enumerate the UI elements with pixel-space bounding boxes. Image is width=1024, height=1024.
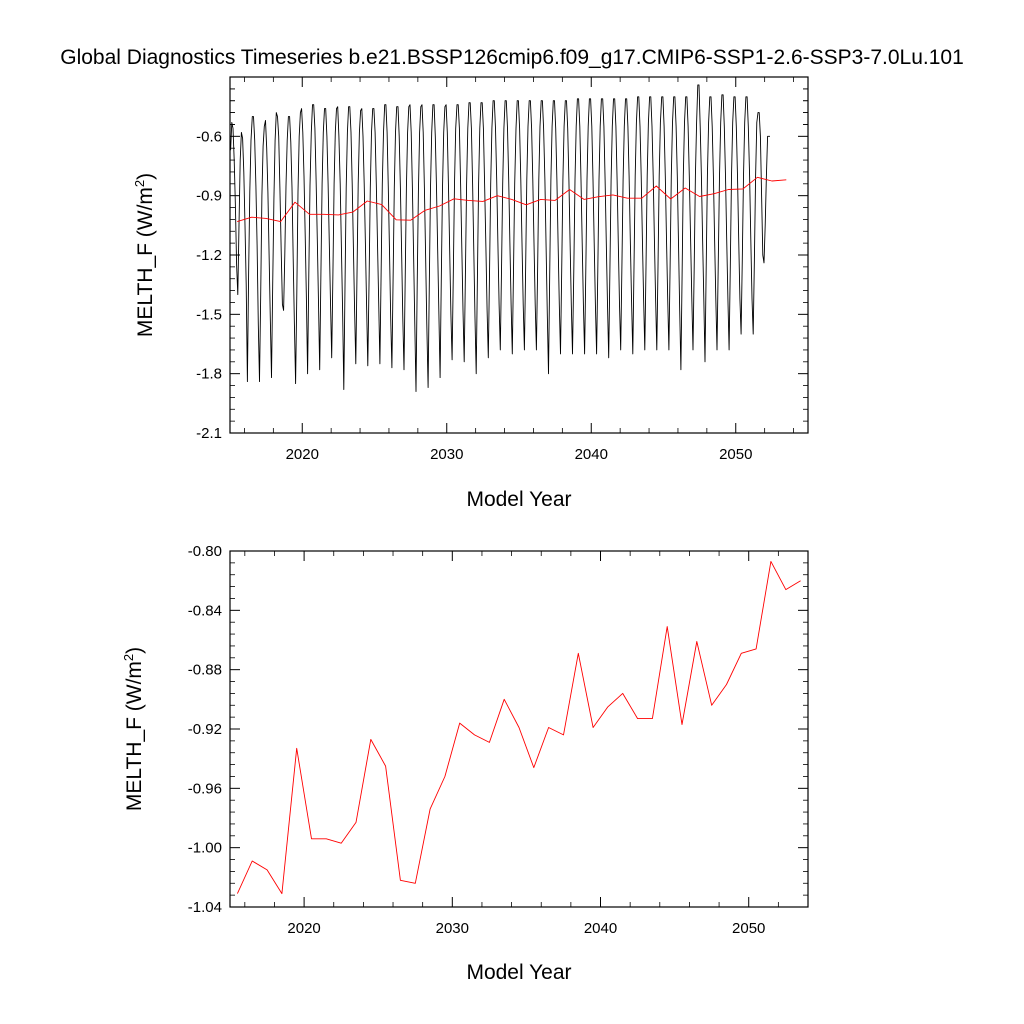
y-tick-label: -0.9: [196, 188, 222, 205]
annual-mean-series-line: [237, 176, 787, 223]
x-tick-label: 2040: [575, 446, 608, 463]
y-tick-label: -1.5: [196, 306, 222, 323]
y-tick-label: -0.88: [188, 662, 222, 679]
y-tick-label: -0.6: [196, 128, 222, 145]
y-tick-label: -1.00: [188, 840, 222, 857]
x-tick-label: 2020: [287, 920, 320, 937]
y-tick-label: -0.96: [188, 780, 222, 797]
annual-mean-series-line: [236, 560, 801, 895]
top-panel-timeseries: 2020 2030 2040 2050 -2.1 -1.8 -1.5 -1.2 -0.9 -0.6…: [132, 76, 809, 511]
y-tick-label: -0.84: [188, 602, 222, 619]
y-tick-label: -1.04: [188, 899, 222, 916]
x-tick-label: 2040: [584, 920, 617, 937]
x-tick-label: 2030: [430, 446, 463, 463]
x-axis-label: Model Year: [466, 961, 571, 984]
y-axis-label: MELTH_F (W/m2): [132, 173, 157, 337]
bottom-panel-annual-mean: 2020 2030 2040 2050 -1.04 -1.00 -0.96 -0.92 -0.8…: [121, 543, 809, 984]
x-tick-label: 2050: [732, 920, 765, 937]
monthly-series-line: [230, 84, 770, 392]
x-tick-label: 2030: [436, 920, 469, 937]
y-tick-label: -0.80: [188, 543, 222, 560]
y-tick-label: -1.8: [196, 366, 222, 383]
chart-title: Global Diagnostics Timeseries b.e21.BSSP…: [60, 46, 964, 69]
y-tick-label: -1.2: [196, 247, 222, 264]
y-axis-label: MELTH_F (W/m2): [121, 647, 146, 811]
plot-frame: [229, 76, 809, 434]
y-tick-label: -0.92: [188, 721, 222, 738]
y-tick-label: -2.1: [196, 425, 222, 442]
x-tick-label: 2020: [286, 446, 319, 463]
x-tick-label: 2050: [719, 446, 752, 463]
plot-frame: [229, 550, 809, 908]
x-axis-label: Model Year: [466, 488, 571, 511]
